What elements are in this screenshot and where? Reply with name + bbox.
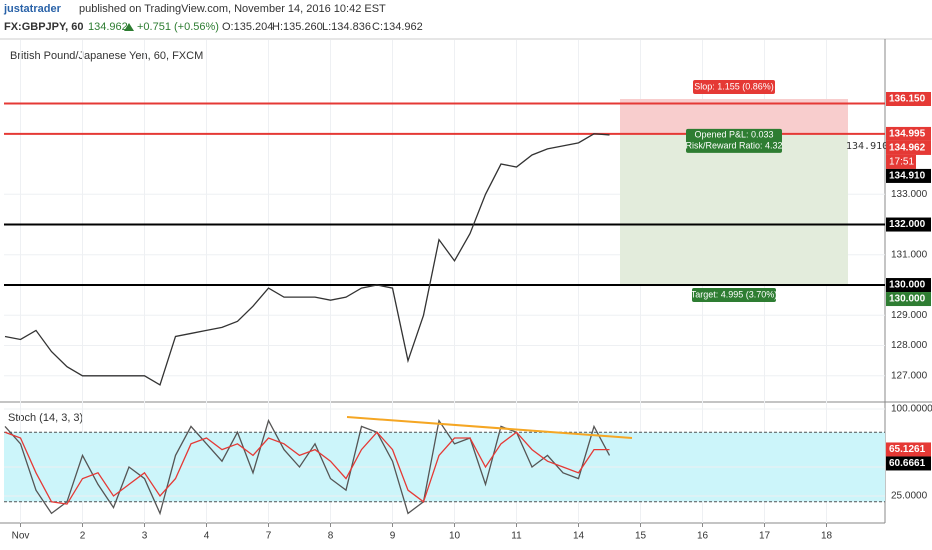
x-tick-label: 9 [390, 531, 396, 542]
y-tick-label: 129.000 [891, 310, 928, 321]
series-line [4, 431, 610, 505]
position-label: Opened P&L: 0.033 [694, 129, 773, 139]
price-tag-label: 130.000 [889, 294, 926, 305]
price-tag-label: 65.1261 [889, 444, 926, 455]
chart-title: British Pound/Japanese Yen, 60, FXCM [10, 50, 203, 62]
ohlc-value: L:134.836 [322, 21, 371, 33]
x-tick-label: 8 [328, 531, 334, 542]
y-tick-label: 100.0000 [891, 404, 932, 415]
change: +0.751 (+0.56%) [137, 21, 219, 33]
up-arrow [124, 23, 134, 31]
price-tag-label: 134.962 [889, 143, 926, 154]
x-tick-label: 11 [511, 531, 522, 542]
author[interactable]: justatrader [3, 3, 62, 15]
symbol: FX:GBPJPY, 60 [4, 21, 83, 33]
stoch-pane [4, 408, 885, 516]
x-tick-label: 15 [635, 531, 647, 542]
x-tick-label: 3 [142, 531, 148, 542]
price-tag [886, 126, 931, 141]
price-pane: Slop: 1.155 (0.86%) Opened P&L: 0.033Risk… [4, 40, 888, 523]
x-tick-label: 17 [759, 531, 771, 542]
stoch-title: Stoch (14, 3, 3) [8, 412, 83, 424]
x-tick-label: 10 [449, 531, 461, 542]
ohlc-value: O:135.204 [222, 21, 273, 33]
ohlc-value: C:134.962 [372, 21, 423, 33]
price-tag-label: 132.000 [889, 219, 926, 230]
price-tag [886, 140, 931, 155]
trend-line [346, 416, 633, 439]
price-tag-label: 130.000 [889, 280, 926, 291]
price-tag [886, 91, 931, 106]
y-tick-label: 25.0000 [891, 491, 928, 502]
y-tick-label: 128.000 [891, 340, 928, 351]
label-box [686, 128, 782, 153]
label-box [692, 288, 776, 303]
position-label: Slop: 1.155 (0.86%) [694, 81, 774, 91]
price-tag-label: 134.910 [889, 171, 926, 182]
position-label: Risk/Reward Ratio: 4.32 [685, 140, 782, 150]
ohlc-value: H:135.260 [272, 21, 323, 33]
position-label: Target: 4.995 (3.70%) [691, 289, 778, 299]
x-tick-label: 2 [80, 531, 86, 542]
price-tag-label: 134.995 [889, 129, 926, 140]
price-tag [886, 456, 931, 471]
price-note: 134.910 [846, 141, 888, 152]
price-tag [886, 217, 931, 232]
target-zone [620, 133, 848, 286]
y-tick-label: 127.000 [891, 370, 928, 381]
x-tick-label: 7 [266, 531, 272, 542]
label-box [693, 79, 775, 94]
price-tag-label: 136.150 [889, 94, 926, 105]
price-tag [886, 168, 931, 183]
published: published on TradingView.com, November 1… [79, 3, 386, 15]
countdown: 17:51 [889, 157, 914, 168]
stop-zone [620, 98, 848, 134]
y-tick-label: 131.000 [891, 249, 928, 260]
axis: Nov 2 3 4 7 8 9 10 11 14 15 16 17 18 127.000 128.000 129… [12, 91, 932, 542]
x-tick-label: 18 [821, 531, 833, 542]
x-tick-label: 4 [204, 531, 210, 542]
countdown-tag [886, 154, 916, 169]
x-tick-label: 16 [697, 531, 709, 542]
price-tag [886, 292, 931, 307]
y-tick-label: 133.000 [891, 189, 928, 200]
price-tag [886, 278, 931, 293]
x-tick-label: Nov [12, 531, 30, 542]
price-tag-label: 60.6661 [889, 458, 926, 469]
series-line [4, 133, 610, 386]
price-tag [886, 442, 931, 457]
x-tick-label: 14 [573, 531, 585, 542]
last-price: 134.962 [88, 21, 128, 33]
